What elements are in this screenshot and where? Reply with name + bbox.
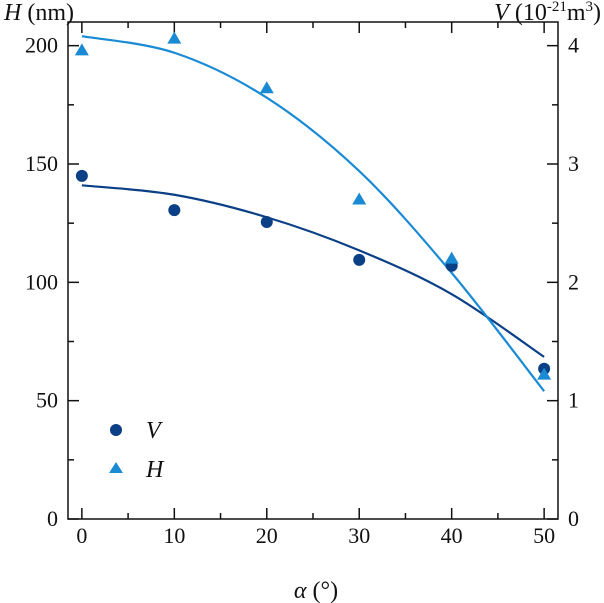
legend: V H [109,418,165,483]
legend-label-h: H [145,457,165,483]
ticks-layer: 0 10 20 30 40 50 0 50 100 150 200 0 1 2 3 4 [25,22,579,548]
x-tick-label: 30 [348,523,370,548]
legend-marker-h [109,462,123,473]
data-point-h [352,192,367,205]
x-tick-label: 20 [256,523,278,548]
x-tick-label: 40 [441,523,463,548]
legend-label-v: V [146,418,163,444]
y-right-tick-label: 3 [568,151,579,176]
fit-layer [81,35,545,392]
y-right-axis-title: V (10-21m3) [494,0,601,26]
y-left-tick-label: 100 [25,269,58,294]
fit-curve-h [81,35,545,392]
x-axis-title: α (°) [294,578,338,603]
data-point-h [537,367,552,380]
fit-curve-v [81,184,545,358]
x-tick-label: 0 [76,523,87,548]
y-left-tick-label: 150 [25,151,58,176]
y-right-tick-label: 0 [568,506,579,531]
data-point-v [168,204,181,217]
data-point-v [353,253,366,266]
x-tick-label: 10 [163,523,185,548]
data-point-v [260,215,273,228]
y-left-axis-title: H (nm) [3,0,74,26]
data-point-h [259,81,274,94]
y-right-tick-label: 2 [568,269,579,294]
y-left-tick-label: 50 [36,388,58,413]
points-layer [74,31,552,380]
y-left-tick-label: 200 [25,33,58,58]
data-point-h [167,31,182,44]
x-tick-label: 50 [533,523,555,548]
data-point-h [444,251,459,264]
data-point-v [75,169,88,182]
legend-marker-v [110,424,122,436]
y-right-tick-label: 4 [568,33,579,58]
data-point-h [74,43,89,56]
y-right-tick-label: 1 [568,388,579,413]
plot-area-frame [67,21,559,520]
y-left-tick-label: 0 [47,506,58,531]
